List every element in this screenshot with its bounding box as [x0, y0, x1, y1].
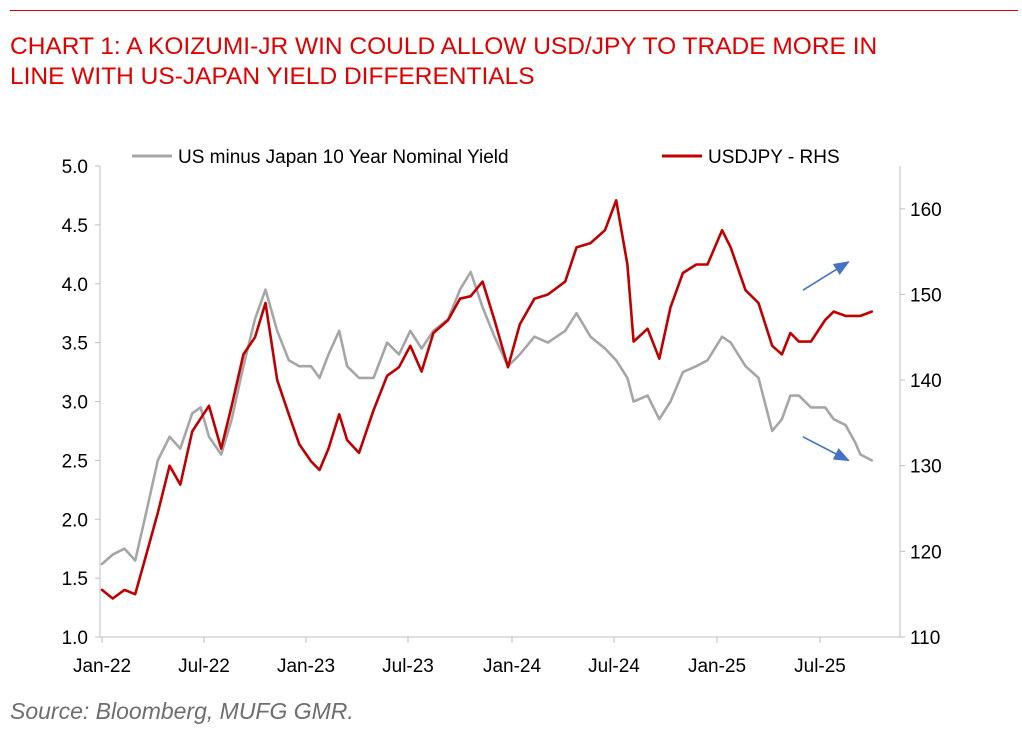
x-axis-tick-label: Jul-24: [588, 656, 640, 677]
left-axis-tick-label: 5.0: [62, 157, 88, 178]
left-axis-tick-label: 3.5: [62, 334, 88, 355]
source-note: Source: Bloomberg, MUFG GMR.: [10, 698, 354, 724]
right-axis-tick-label: 110: [910, 628, 940, 649]
right-axis-tick-label: 150: [910, 285, 942, 306]
right-axis-tick-label: 120: [910, 542, 942, 563]
x-axis-tick-label: Jul-25: [794, 656, 846, 677]
right-axis-tick-label: 140: [910, 371, 942, 392]
x-axis-tick-label: Jan-25: [688, 656, 746, 677]
legend-label-yield: US minus Japan 10 Year Nominal Yield: [178, 147, 509, 168]
chart-title-line-1: CHART 1: A KOIZUMI-JR WIN COULD ALLOW US…: [10, 33, 878, 60]
x-axis-tick-label: Jan-24: [483, 656, 542, 677]
x-axis-tick-label: Jan-22: [73, 656, 131, 677]
x-axis-tick-label: Jul-23: [382, 656, 434, 677]
left-axis-tick-label: 4.5: [62, 216, 88, 237]
usdjpy-series-line: [100, 199, 874, 600]
legend-label-usdjpy: USDJPY - RHS: [708, 147, 840, 168]
x-axis-tick-label: Jul-22: [178, 656, 230, 677]
chart-title: CHART 1: A KOIZUMI-JR WIN COULD ALLOW US…: [10, 32, 1010, 92]
left-axis-tick-label: 2.5: [62, 451, 88, 472]
x-axis-tick-label: Jan-23: [277, 656, 335, 677]
chart: 1.0 1.5 2.0 2.5 3.0 3.5 4.0 4.5 5.0 110 120 130 140 1…: [62, 147, 942, 677]
right-axis-tick-label: 130: [910, 457, 942, 478]
right-axis-tick-label: 160: [910, 200, 942, 221]
down-arrow-annotation: [802, 436, 850, 462]
yield-diff-series-line: [100, 270, 874, 566]
up-arrow-annotation: [802, 261, 850, 291]
chart-title-line-2: LINE WITH US-JAPAN YIELD DIFFERENTIALS: [10, 63, 535, 90]
top-rule: [10, 10, 1018, 11]
left-axis-tick-label: 2.0: [62, 510, 88, 531]
left-axis-tick-label: 1.0: [62, 628, 88, 649]
left-axis-tick-label: 4.0: [62, 275, 88, 296]
left-axis-tick-label: 3.0: [62, 393, 88, 414]
left-axis-tick-label: 1.5: [62, 569, 88, 590]
